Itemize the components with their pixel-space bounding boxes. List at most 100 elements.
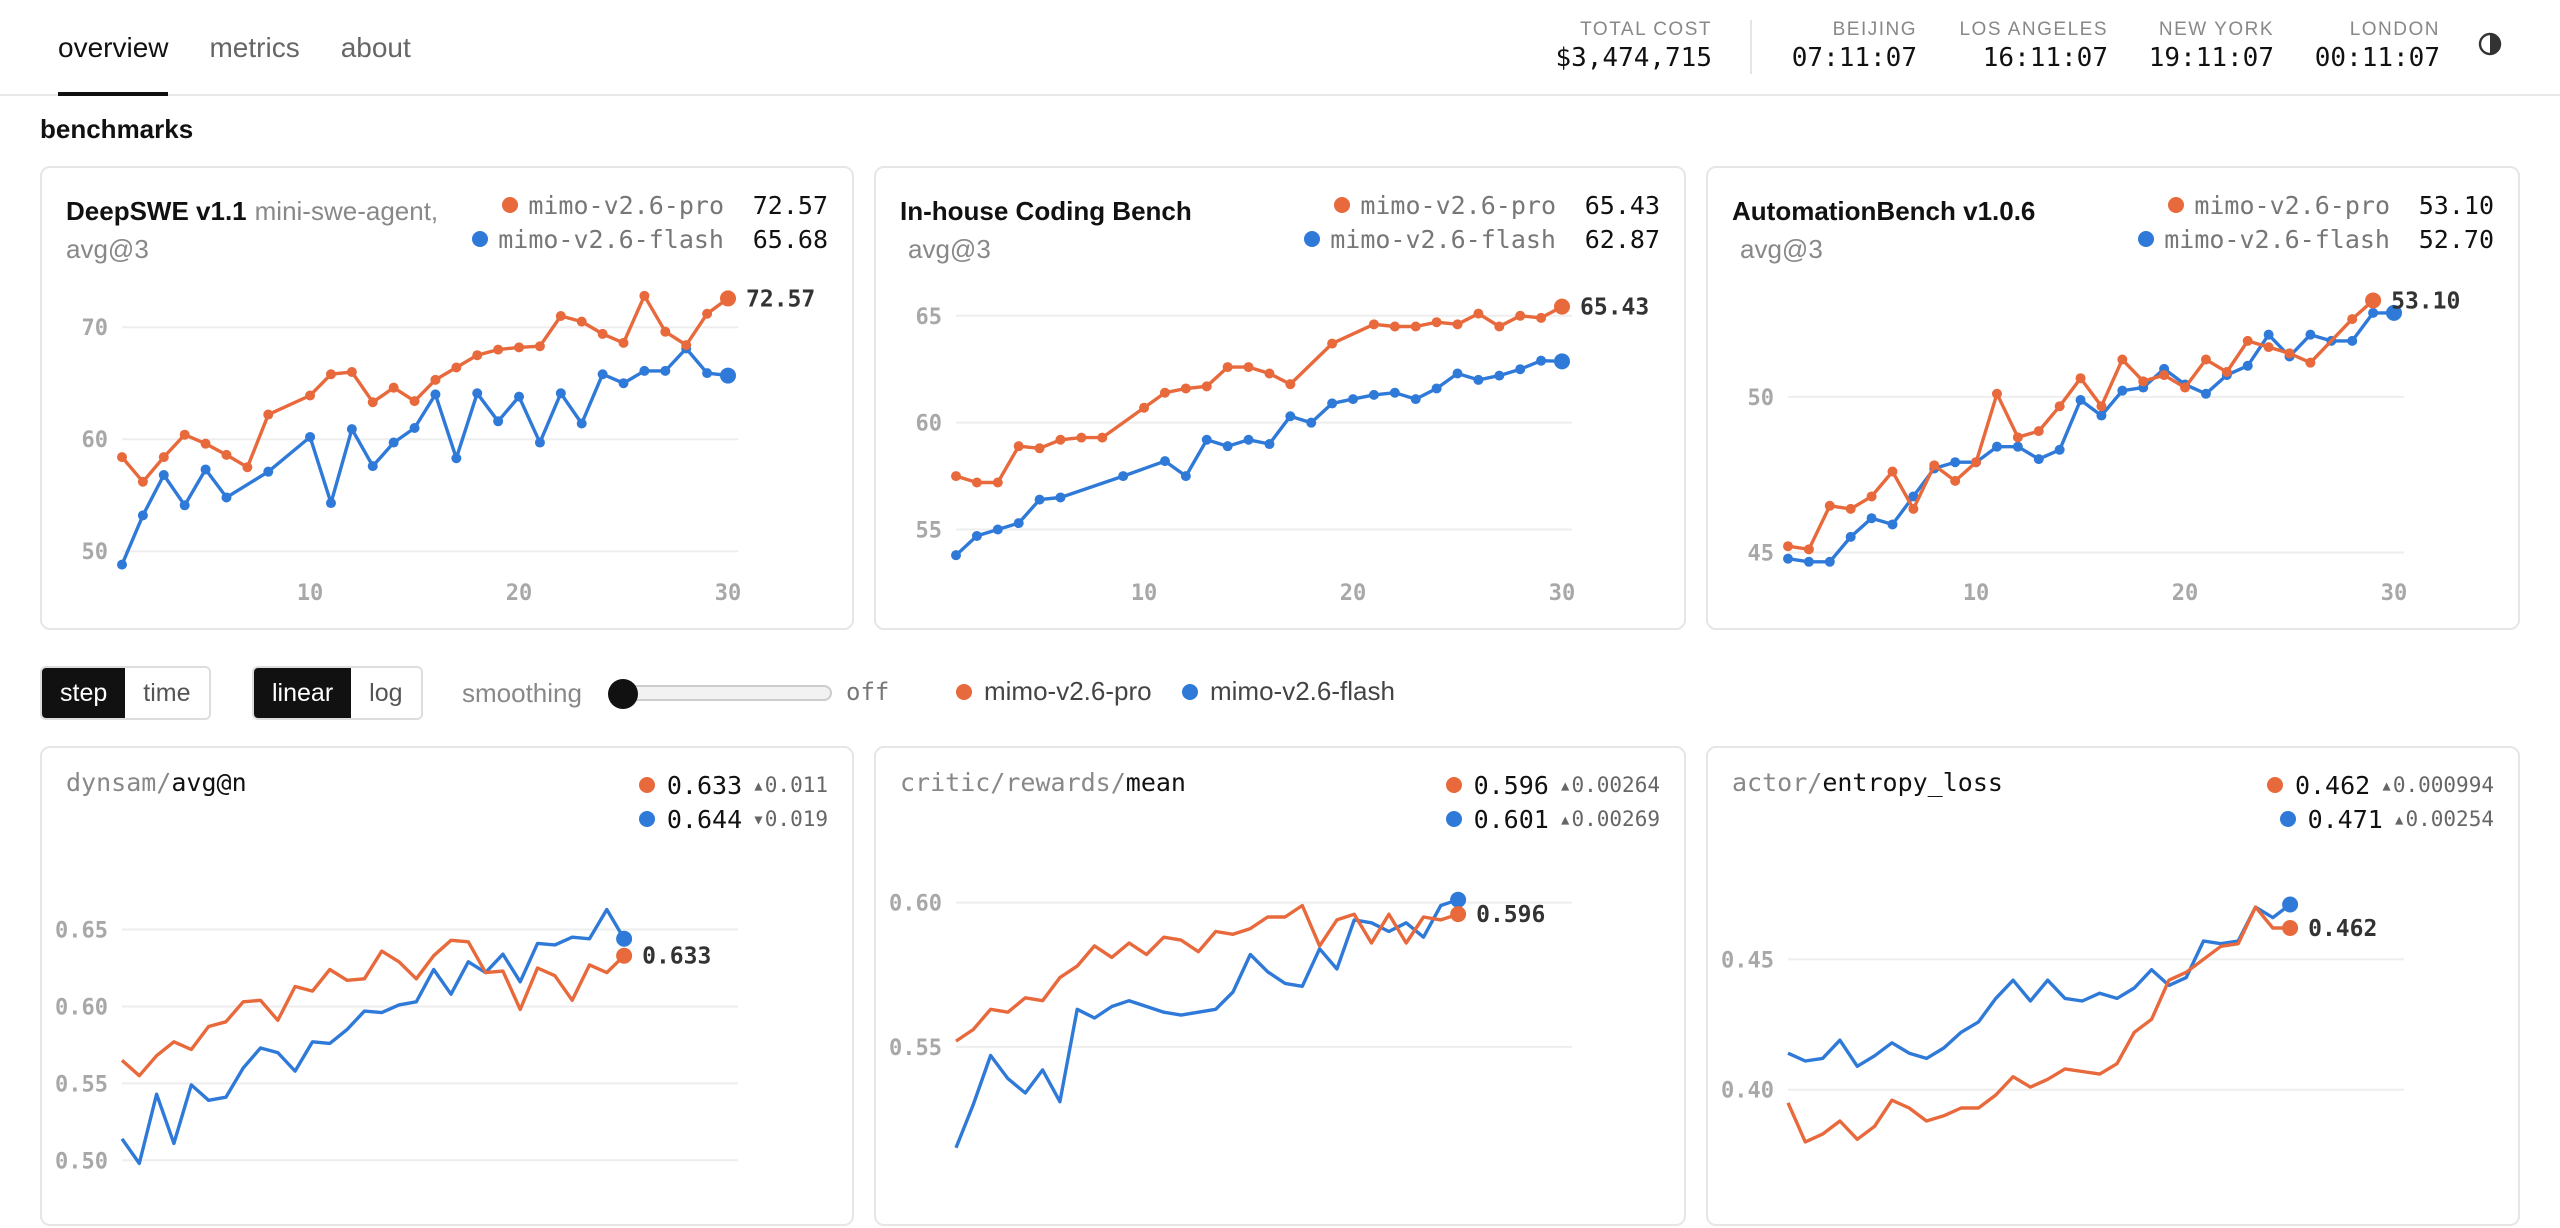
data-point [367, 461, 378, 472]
metric-value: 0.644 [666, 804, 743, 834]
legend-series-value: 62.87 [1584, 224, 1660, 254]
metric-delta: ▴0.00264 [1558, 773, 1660, 797]
step-button[interactable]: step [42, 668, 126, 718]
data-point [409, 423, 420, 433]
legend-series-value: 65.68 [752, 224, 828, 254]
data-point [660, 326, 671, 337]
smoothing-slider[interactable] [608, 679, 832, 709]
metric-title: dynsam/avg@n [66, 768, 247, 797]
data-point [534, 341, 545, 352]
y-tick-label: 0.55 [889, 1036, 942, 1061]
y-tick-label: 50 [1748, 386, 1775, 411]
data-point [702, 368, 713, 379]
data-point [1494, 370, 1505, 381]
y-tick-label: 0.55 [55, 1072, 108, 1097]
series-end-marker [2282, 896, 2299, 913]
data-point [263, 466, 274, 477]
data-point [1243, 434, 1254, 445]
clock-label: LOS ANGELES [1959, 19, 2108, 40]
x-tick-label: 20 [2172, 581, 2199, 606]
data-point [1389, 387, 1400, 398]
data-point [992, 477, 1003, 488]
data-point [1159, 387, 1170, 398]
clock-time: 00:11:07 [2314, 43, 2440, 73]
data-point [451, 362, 462, 373]
clock-time: 19:11:07 [2148, 43, 2274, 73]
data-point [451, 453, 462, 464]
metric-row-pro: 0.462 ▴0.000994 [2266, 768, 2494, 802]
clock-los-angeles: LOS ANGELES 16:11:07 [1959, 18, 2108, 74]
data-point [1243, 362, 1254, 373]
data-point [2054, 444, 2065, 455]
half-circle-icon[interactable] [2476, 30, 2504, 58]
metric-delta: ▴0.011 [752, 773, 828, 797]
clock-london: LONDON 00:11:07 [2315, 18, 2440, 74]
tab-overview[interactable]: overview [58, 0, 169, 96]
global-legend-pro[interactable]: mimo-v2.6-pro [956, 676, 1152, 707]
data-point [1180, 471, 1191, 482]
slider-handle[interactable] [608, 679, 638, 709]
clock-time: 16:11:07 [1982, 43, 2108, 73]
pro-dot-icon [638, 777, 655, 793]
data-point [618, 337, 629, 348]
data-point [2221, 367, 2232, 377]
metric-value: 0.462 [2294, 770, 2371, 800]
series-line-pro [120, 938, 626, 1078]
chart-inhouse-coding: 55 60 65 10 20 30 65.43 [916, 295, 1650, 606]
data-point [1515, 310, 1526, 321]
data-point [2263, 342, 2274, 353]
data-point [1536, 312, 1547, 323]
legend-flash: mimo-v2.6-flash 65.68 [472, 222, 828, 256]
chart-critic-rewards: 0.55 0.60 0.596 [889, 892, 1572, 1149]
data-point [1783, 553, 1793, 564]
metric-row-pro: 0.596 ▴0.00264 [1445, 768, 1660, 802]
data-point [2012, 441, 2023, 452]
metric-row-flash: 0.471 ▴0.00254 [2279, 802, 2494, 836]
total-cost-label: TOTAL COST [1580, 19, 1712, 40]
flash-dot-icon [638, 811, 655, 827]
data-point [325, 369, 336, 380]
legend-label: mimo-v2.6-pro [984, 676, 1152, 706]
data-point [555, 388, 566, 399]
data-point [1055, 492, 1066, 503]
legend-pro: mimo-v2.6-pro 65.43 [1334, 188, 1660, 222]
data-point [158, 470, 169, 481]
end-value-label: 0.596 [1476, 902, 1545, 928]
series-line-pro [1787, 299, 2375, 551]
data-point [2117, 354, 2128, 365]
linear-button[interactable]: linear [254, 668, 352, 718]
chart-subtitle: mini-swe-agent, avg@3 [66, 196, 439, 264]
chart-title: DeepSWE v1.1 [66, 196, 247, 226]
data-point [1515, 364, 1526, 375]
metric-card-dynsam: 0.50 0.55 0.60 0.65 0.633 dynsam/avg@n 0.633… [40, 746, 854, 1226]
legend-series-name: mimo-v2.6-pro [528, 190, 724, 220]
tab-metrics[interactable]: metrics [209, 32, 300, 63]
series-line-pro [955, 903, 1459, 1043]
data-point [325, 498, 336, 509]
clock-label: BEIJING [1832, 19, 1917, 40]
pro-dot-icon [1334, 197, 1351, 213]
total-cost: TOTAL COST $3,474,715 [1555, 18, 1712, 74]
legend-series-value: 65.43 [1584, 190, 1660, 220]
y-tick-label: 60 [916, 412, 943, 437]
data-point [388, 437, 399, 448]
data-point [2200, 388, 2211, 399]
metric-delta: ▴0.00269 [1558, 807, 1660, 831]
tab-about[interactable]: about [340, 32, 411, 63]
data-point [1866, 491, 1877, 502]
data-point [1452, 319, 1463, 330]
time-button[interactable]: time [125, 668, 209, 718]
pro-dot-icon [1445, 777, 1462, 793]
log-button[interactable]: log [351, 668, 421, 718]
data-point [2033, 454, 2044, 465]
series-line-flash [120, 907, 626, 1166]
data-point [2242, 335, 2253, 346]
data-point [2096, 401, 2107, 412]
data-point [1327, 338, 1338, 349]
global-legend-flash[interactable]: mimo-v2.6-flash [1182, 676, 1395, 707]
series-end-marker [2365, 292, 2382, 309]
data-point [346, 367, 357, 377]
data-point [2159, 370, 2170, 381]
data-point [1473, 374, 1484, 385]
x-tick-label: 30 [1549, 581, 1576, 606]
